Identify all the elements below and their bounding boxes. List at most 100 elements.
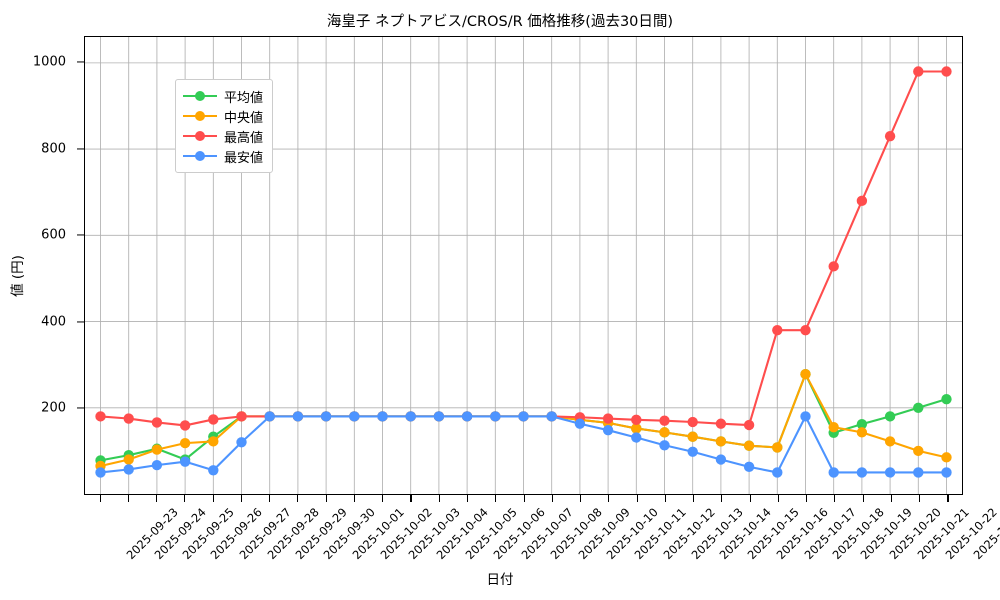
data-point — [856, 418, 868, 430]
y-tick-label: 200 — [41, 400, 66, 416]
data-point — [659, 415, 670, 426]
data-point — [687, 416, 698, 428]
x-axis: 2025-09-23 2025-09-24 2025-09-25 2025-09-26… — [84, 495, 1000, 600]
legend-item[interactable]: 平均値 — [183, 86, 263, 106]
data-point — [687, 431, 698, 442]
y-tick-label: 600 — [41, 227, 66, 243]
data-point — [151, 417, 163, 428]
plot-area: 平均値中央値最高値最安値 — [84, 36, 963, 495]
x-tick-mark — [184, 495, 186, 502]
chart-title: 海皇子 ネプトアビス/CROS/R 価格推移(過去30日間) — [326, 14, 674, 30]
data-point — [856, 467, 868, 478]
data-point — [941, 452, 952, 463]
legend-swatch-icon — [183, 89, 217, 103]
x-tick-mark — [523, 495, 525, 502]
data-point — [236, 437, 247, 448]
x-tick-mark — [127, 495, 129, 502]
legend-item[interactable]: 中央値 — [183, 106, 263, 126]
legend-swatch-icon — [183, 109, 217, 123]
data-point — [208, 465, 219, 476]
data-point — [546, 411, 557, 422]
data-point — [884, 436, 896, 447]
data-point — [913, 467, 924, 478]
data-point — [123, 413, 134, 424]
x-tick-mark — [325, 495, 327, 502]
data-point — [208, 436, 219, 447]
x-tick-mark — [806, 495, 808, 502]
data-point — [151, 459, 163, 471]
data-point — [772, 442, 783, 453]
data-point — [123, 454, 134, 465]
legend-label: 最安値 — [224, 150, 264, 166]
data-point — [659, 427, 670, 438]
data-point — [800, 411, 811, 422]
data-point — [433, 411, 445, 422]
x-tick-mark — [212, 495, 214, 502]
x-tick-mark — [580, 495, 582, 502]
data-point — [659, 440, 670, 451]
data-point — [320, 411, 332, 422]
x-tick-mark — [862, 495, 864, 502]
data-point — [602, 425, 614, 436]
y-tick-label: 400 — [41, 314, 66, 330]
data-point — [772, 324, 783, 336]
data-point — [715, 454, 727, 465]
data-point — [884, 411, 896, 422]
x-tick-mark — [466, 495, 469, 502]
data-point — [349, 411, 360, 422]
data-point — [772, 467, 783, 478]
data-point — [179, 437, 191, 449]
y-tick-mark — [77, 61, 84, 63]
data-series-layer — [95, 66, 952, 478]
data-point — [574, 418, 586, 429]
y-axis-label: 値 (円) — [10, 255, 26, 297]
data-point — [151, 444, 163, 455]
legend-item[interactable]: 最安値 — [183, 146, 263, 166]
data-point — [941, 467, 952, 478]
data-point — [884, 130, 896, 142]
x-tick-mark — [410, 495, 412, 502]
legend-label: 中央値 — [224, 110, 264, 126]
data-point — [941, 66, 952, 77]
x-tick-mark — [608, 495, 610, 502]
data-point — [913, 402, 924, 413]
data-point — [377, 411, 388, 422]
y-tick-label: 1000 — [32, 54, 66, 70]
x-tick-mark — [269, 495, 271, 502]
data-point — [715, 418, 727, 429]
data-point — [856, 427, 868, 438]
x-tick-mark — [693, 495, 695, 502]
x-tick-mark — [551, 495, 553, 502]
data-point — [743, 419, 755, 431]
x-tick-mark — [721, 495, 723, 502]
data-point — [631, 432, 642, 443]
legend-label: 平均値 — [224, 90, 264, 106]
x-tick-mark — [99, 495, 101, 502]
x-tick-mark — [890, 495, 893, 502]
x-tick-mark — [382, 495, 384, 502]
data-point — [743, 461, 755, 473]
data-point — [179, 420, 191, 431]
data-point — [405, 411, 416, 422]
data-point — [236, 411, 247, 422]
x-axis-label: 日付 — [486, 572, 514, 588]
x-tick-mark — [947, 495, 949, 502]
series-line-3 — [99, 415, 948, 474]
x-tick-mark — [664, 495, 666, 502]
x-tick-mark — [438, 495, 440, 502]
data-point — [95, 411, 106, 422]
data-point — [941, 393, 952, 405]
x-tick-mark — [777, 495, 779, 502]
data-point — [828, 261, 839, 272]
legend-item[interactable]: 最高値 — [183, 126, 263, 146]
data-point — [518, 411, 529, 422]
x-tick-mark — [353, 495, 355, 502]
data-point — [95, 467, 106, 478]
y-tick-mark — [77, 407, 84, 409]
data-point — [856, 195, 868, 207]
data-point — [179, 456, 191, 467]
legend-label: 最高値 — [224, 130, 264, 146]
data-point — [884, 467, 896, 478]
data-point — [490, 411, 501, 422]
